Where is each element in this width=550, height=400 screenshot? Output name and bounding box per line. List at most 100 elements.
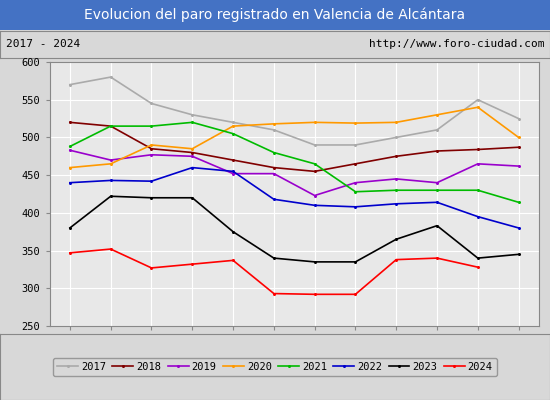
2017 (189, 112, 196, 117)
2024 (189, 262, 196, 266)
2024 (67, 250, 73, 255)
2022 (352, 204, 359, 209)
2021 (475, 188, 481, 193)
2017 (434, 128, 441, 132)
Text: 2017 - 2024: 2017 - 2024 (6, 39, 80, 49)
2023 (271, 256, 277, 260)
Text: http://www.foro-ciudad.com: http://www.foro-ciudad.com (369, 39, 544, 49)
2024 (475, 265, 481, 270)
2017 (352, 142, 359, 147)
2022 (271, 197, 277, 202)
2021 (189, 120, 196, 125)
2024 (393, 257, 399, 262)
2023 (352, 260, 359, 264)
2023 (107, 194, 114, 199)
Text: Evolucion del paro registrado en Valencia de Alcántara: Evolucion del paro registrado en Valenci… (85, 8, 465, 22)
2020 (271, 122, 277, 126)
2018 (189, 150, 196, 155)
2021 (515, 200, 522, 205)
2019 (352, 180, 359, 185)
Legend: 2017, 2018, 2019, 2020, 2021, 2022, 2023, 2024: 2017, 2018, 2019, 2020, 2021, 2022, 2023… (53, 358, 497, 376)
2019 (189, 154, 196, 159)
2024 (434, 256, 441, 260)
2023 (148, 195, 155, 200)
2023 (230, 229, 236, 234)
Line: 2022: 2022 (68, 166, 520, 230)
Line: 2023: 2023 (68, 195, 520, 264)
2017 (475, 97, 481, 102)
2021 (148, 124, 155, 128)
2018 (515, 145, 522, 150)
2023 (515, 252, 522, 257)
2018 (352, 162, 359, 166)
2021 (393, 188, 399, 193)
2018 (271, 165, 277, 170)
2018 (393, 154, 399, 159)
2024 (271, 291, 277, 296)
2024 (311, 292, 318, 297)
2021 (107, 124, 114, 128)
2023 (475, 256, 481, 260)
2024 (352, 292, 359, 297)
2020 (475, 105, 481, 110)
2017 (311, 142, 318, 147)
2022 (393, 202, 399, 206)
2019 (271, 171, 277, 176)
2023 (393, 237, 399, 242)
2023 (67, 226, 73, 230)
Line: 2021: 2021 (68, 121, 520, 204)
2019 (311, 193, 318, 198)
2020 (393, 120, 399, 125)
2020 (189, 146, 196, 151)
Line: 2018: 2018 (68, 121, 520, 173)
2019 (230, 171, 236, 176)
2017 (107, 75, 114, 80)
2024 (107, 247, 114, 252)
Line: 2024: 2024 (68, 248, 480, 296)
2020 (434, 112, 441, 117)
2019 (107, 158, 114, 162)
2022 (311, 203, 318, 208)
2018 (475, 147, 481, 152)
2022 (67, 180, 73, 185)
2018 (434, 149, 441, 154)
2024 (148, 266, 155, 270)
2019 (475, 162, 481, 166)
2017 (515, 116, 522, 121)
2023 (189, 195, 196, 200)
2018 (311, 169, 318, 174)
2018 (67, 120, 73, 125)
2020 (311, 120, 318, 125)
2019 (515, 164, 522, 168)
2017 (67, 82, 73, 87)
2020 (352, 121, 359, 126)
2021 (311, 162, 318, 166)
2023 (311, 260, 318, 264)
2020 (515, 135, 522, 140)
2019 (393, 176, 399, 181)
2018 (107, 124, 114, 128)
2022 (230, 169, 236, 174)
2017 (271, 128, 277, 132)
2017 (148, 101, 155, 106)
2023 (434, 223, 441, 228)
2022 (107, 178, 114, 183)
2020 (148, 142, 155, 147)
2018 (148, 146, 155, 151)
2022 (148, 179, 155, 184)
2021 (434, 188, 441, 193)
2019 (67, 148, 73, 153)
Line: 2019: 2019 (68, 149, 520, 197)
2021 (67, 144, 73, 149)
2021 (230, 131, 236, 136)
2020 (67, 165, 73, 170)
Line: 2020: 2020 (68, 106, 520, 169)
Line: 2017: 2017 (68, 76, 520, 146)
2022 (434, 200, 441, 205)
2021 (352, 189, 359, 194)
2019 (148, 152, 155, 157)
2021 (271, 150, 277, 155)
2017 (230, 120, 236, 125)
2024 (230, 258, 236, 263)
2017 (393, 135, 399, 140)
